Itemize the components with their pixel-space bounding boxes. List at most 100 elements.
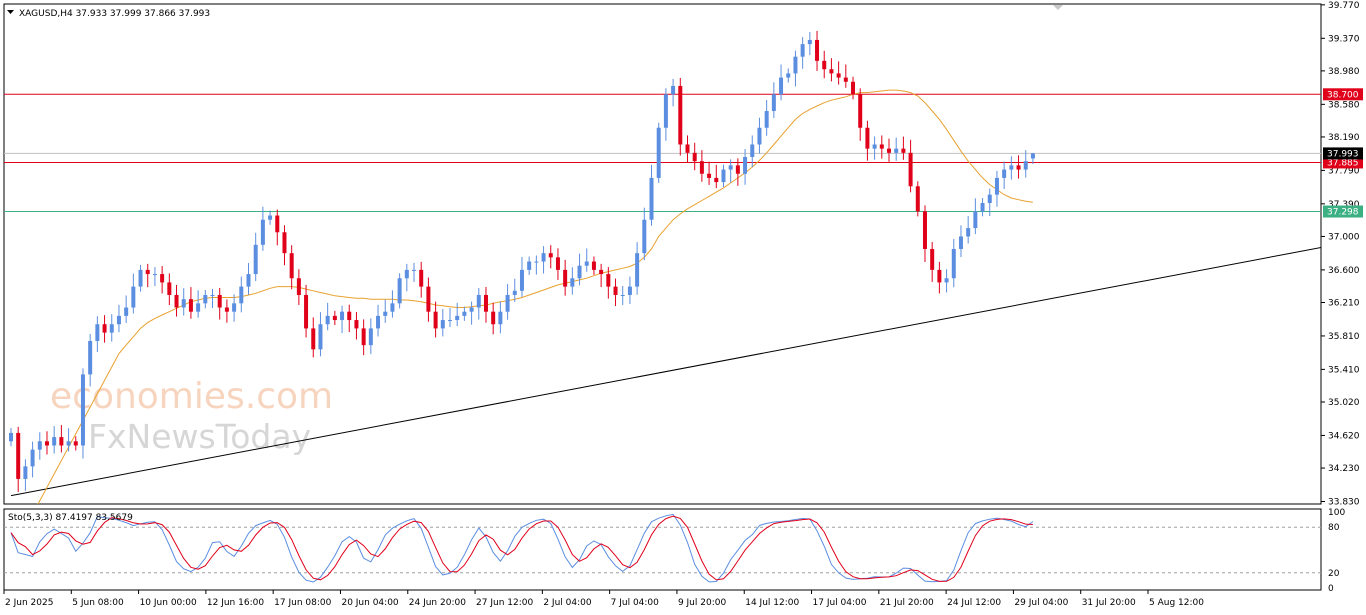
candle-body <box>937 269 942 283</box>
support-trendline[interactable] <box>10 245 1335 497</box>
stoch-y-label: 80 <box>1328 523 1340 533</box>
candle <box>966 216 971 244</box>
candle <box>519 256 524 297</box>
candle-body <box>779 77 784 95</box>
x-tick-label: 5 Jun 08:00 <box>72 598 124 608</box>
candle <box>591 256 596 275</box>
y-tick-label: 38.580 <box>1328 100 1360 110</box>
candle-body <box>448 320 452 322</box>
candle-body <box>37 441 42 450</box>
y-tick-label: 38.190 <box>1328 133 1360 143</box>
candle <box>95 316 100 352</box>
candle-body <box>527 261 532 270</box>
candle-body <box>973 211 978 229</box>
candle-body <box>635 253 640 287</box>
candle-body <box>397 278 402 304</box>
ma-layer <box>37 89 1033 504</box>
candle <box>376 304 381 337</box>
candle-body <box>951 248 956 279</box>
candle <box>944 269 949 293</box>
y-tick-label: 39.370 <box>1328 34 1360 44</box>
candle-body <box>1002 169 1007 178</box>
scroll-marker-icon[interactable] <box>1053 5 1063 10</box>
candle-body <box>30 449 35 467</box>
candle-body <box>599 269 604 275</box>
candle-body <box>872 144 877 149</box>
candle <box>786 68 791 83</box>
candle <box>541 246 546 274</box>
candle <box>958 225 963 258</box>
candle-body <box>318 324 323 350</box>
candle-body <box>304 294 309 329</box>
candle-body <box>361 328 366 346</box>
candle <box>937 261 942 294</box>
current-price-label: 37.993 <box>1327 149 1359 159</box>
candle-body <box>922 211 927 249</box>
candle-body <box>714 177 719 183</box>
y-axis: 39.770 39.370 38.980 38.580 38.190 37.790 37.3… <box>1321 1 1360 507</box>
candle-body <box>73 441 78 446</box>
candle <box>606 267 611 299</box>
chart-header: XAGUSD,H4 37.933 37.999 37.866 37.993 St… <box>7 5 1063 523</box>
y-tick-label: 35.020 <box>1328 398 1360 408</box>
y-tick-label: 34.230 <box>1328 464 1360 474</box>
y-tick-label: 34.620 <box>1328 431 1360 441</box>
candle-body <box>289 253 294 279</box>
candle-body <box>606 274 611 287</box>
candle-body <box>577 265 582 279</box>
y-tick-label: 37.000 <box>1328 232 1360 242</box>
dropdown-triangle-icon[interactable] <box>7 10 14 14</box>
stoch-y-label: 100 <box>1328 508 1345 518</box>
candle-body <box>16 432 21 479</box>
price-tags: 38.700 37.885 37.298 37.993 <box>1323 88 1363 218</box>
watermark-economies: economies.com <box>50 376 333 417</box>
candle <box>354 312 359 340</box>
candle-body <box>340 311 345 321</box>
x-tick-label: 27 Jun 12:00 <box>476 598 533 608</box>
candle-body <box>368 328 373 346</box>
candle <box>167 273 172 306</box>
candle <box>296 269 301 306</box>
x-tick-label: 24 Jul 12:00 <box>947 598 1001 608</box>
candle <box>491 302 496 335</box>
candle <box>563 259 568 296</box>
candle-body <box>958 236 963 249</box>
x-tick-label: 21 Jul 20:00 <box>880 598 934 608</box>
candle <box>383 299 388 323</box>
stoch-d-line <box>10 515 1033 582</box>
candle <box>203 289 208 309</box>
candle-body <box>887 148 891 153</box>
stoch-y-label: 0 <box>1328 584 1334 594</box>
candle <box>656 122 661 183</box>
candle-body <box>930 248 935 270</box>
candle <box>260 206 265 251</box>
level-price-label: 37.885 <box>1327 158 1359 168</box>
candle <box>462 306 467 321</box>
candle-body <box>570 278 575 287</box>
candle-body <box>152 274 157 276</box>
candle-body <box>44 441 49 446</box>
candle <box>779 64 784 101</box>
candle <box>152 267 157 287</box>
candle-body <box>203 294 208 304</box>
candle-body <box>476 294 481 308</box>
y-tick-label: 37.790 <box>1328 166 1360 176</box>
candle <box>304 284 309 338</box>
candle <box>512 278 517 302</box>
candle <box>289 245 294 290</box>
candle <box>879 135 884 159</box>
candle-body <box>52 437 57 446</box>
candle <box>894 137 899 161</box>
candle-body <box>591 261 596 270</box>
level-lines <box>4 93 1321 213</box>
candle <box>699 150 704 182</box>
candle-body <box>901 148 906 153</box>
x-tick-label: 20 Jun 04:00 <box>341 598 398 608</box>
candle-body <box>124 307 129 316</box>
candle <box>613 278 618 307</box>
candle-body <box>879 144 884 149</box>
x-tick-label: 24 Jun 20:00 <box>409 598 466 608</box>
candle-body <box>807 39 812 45</box>
candle <box>498 301 503 334</box>
candle <box>620 285 625 306</box>
